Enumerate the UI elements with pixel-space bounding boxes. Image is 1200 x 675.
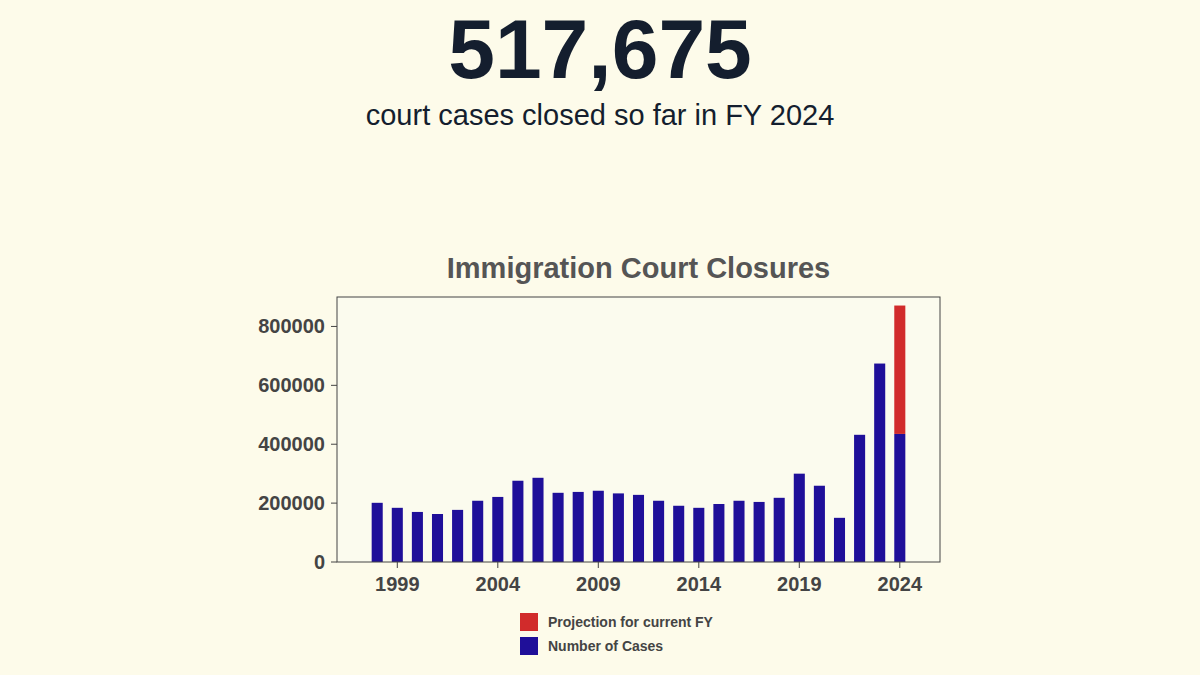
- y-tick: [331, 503, 337, 504]
- bar: [452, 510, 463, 562]
- bar: [392, 508, 403, 562]
- bar: [894, 306, 905, 434]
- background: [0, 0, 1200, 675]
- bar: [713, 504, 724, 562]
- bar: [593, 491, 604, 562]
- bar: [412, 512, 423, 562]
- legend: Projection for current FY Number of Cases: [520, 613, 714, 655]
- y-tick-label: 800000: [258, 315, 325, 337]
- x-tick: [497, 562, 498, 568]
- y-tick: [331, 385, 337, 386]
- chart: 517,675court cases closed so far in FY 2…: [0, 0, 1200, 675]
- bar: [613, 493, 624, 562]
- plot-area: [337, 297, 940, 562]
- bar: [693, 508, 704, 562]
- legend-swatch: [520, 613, 538, 631]
- bar: [512, 481, 523, 562]
- subheadline: court cases closed so far in FY 2024: [366, 99, 835, 131]
- x-tick: [899, 562, 900, 568]
- legend-label: Projection for current FY: [548, 614, 714, 630]
- bar: [814, 486, 825, 562]
- x-tick: [698, 562, 699, 568]
- x-tick: [799, 562, 800, 568]
- bar: [834, 518, 845, 562]
- legend-label: Number of Cases: [548, 638, 663, 654]
- bar: [754, 502, 765, 562]
- bar: [633, 495, 644, 562]
- bar: [372, 503, 383, 562]
- y-tick-label: 200000: [258, 492, 325, 514]
- x-tick-label: 2009: [576, 573, 621, 595]
- y-tick: [331, 562, 337, 563]
- y-tick: [331, 444, 337, 445]
- y-tick: [331, 326, 337, 327]
- y-tick-label: 400000: [258, 433, 325, 455]
- headline: 517,675: [448, 2, 752, 96]
- bar: [774, 498, 785, 562]
- x-tick-label: 2004: [476, 573, 521, 595]
- bar: [472, 501, 483, 562]
- bar: [492, 497, 503, 562]
- bar: [553, 493, 564, 562]
- bar: [573, 492, 584, 562]
- bar: [874, 364, 885, 562]
- bar: [854, 435, 865, 562]
- plot-frame: [337, 297, 940, 562]
- bar: [432, 514, 443, 562]
- bars: [372, 306, 906, 562]
- bar: [794, 474, 805, 562]
- bar: [894, 434, 905, 562]
- bar: [673, 506, 684, 562]
- x-tick-label: 2014: [677, 573, 722, 595]
- y-tick-label: 0: [314, 551, 325, 573]
- title: Immigration Court Closures: [447, 252, 831, 284]
- x-tick-label: 2019: [777, 573, 822, 595]
- legend-swatch: [520, 637, 538, 655]
- y-tick-label: 600000: [258, 374, 325, 396]
- x-tick-label: 2024: [878, 573, 923, 595]
- x-tick: [397, 562, 398, 568]
- bar: [733, 501, 744, 562]
- x-tick: [598, 562, 599, 568]
- bar: [532, 478, 543, 562]
- x-tick-label: 1999: [375, 573, 420, 595]
- bar: [653, 501, 664, 562]
